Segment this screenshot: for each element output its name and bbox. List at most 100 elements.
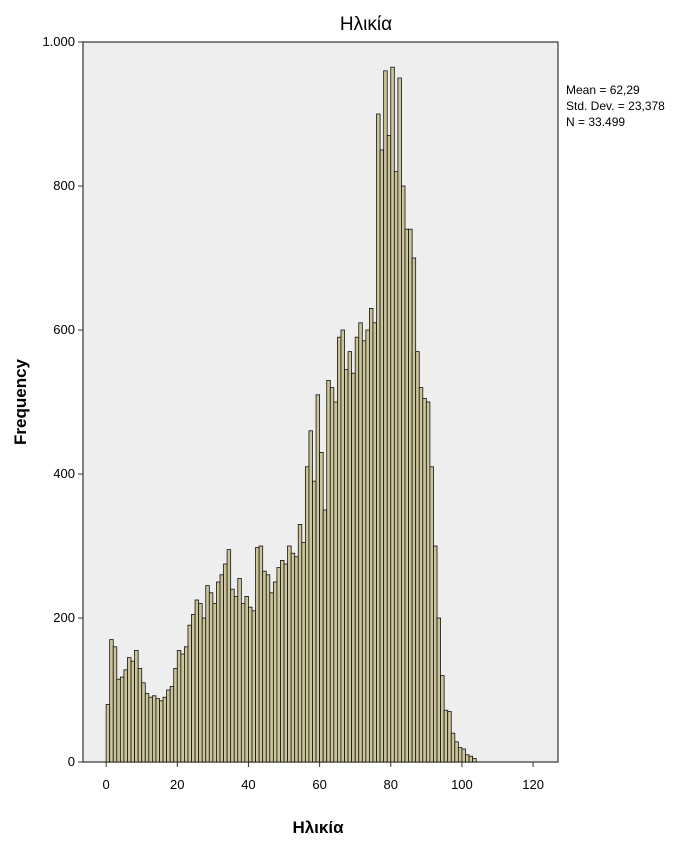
- histogram-bar: [198, 603, 203, 763]
- histogram-bar: [166, 689, 171, 763]
- histogram-bar: [379, 149, 385, 763]
- histogram-bar: [383, 70, 388, 763]
- histogram-bar: [127, 657, 132, 763]
- histogram-bar: [201, 617, 207, 763]
- histogram-bar: [422, 397, 427, 763]
- histogram-bar: [393, 171, 399, 763]
- histogram-bar: [105, 704, 111, 763]
- histogram-bar: [116, 678, 121, 763]
- x-tick-label: 0: [103, 777, 110, 792]
- histogram-bar: [240, 603, 246, 763]
- histogram-bar: [447, 711, 452, 763]
- histogram-bar: [258, 545, 264, 763]
- histogram-bar: [205, 585, 210, 763]
- histogram-bar: [351, 372, 356, 763]
- y-tick-label: 800: [53, 178, 75, 193]
- histogram-bar: [272, 581, 278, 763]
- histogram-bar: [191, 614, 196, 763]
- histogram-bar: [269, 592, 274, 763]
- histogram-bar: [212, 603, 217, 763]
- x-tick-label: 20: [170, 777, 184, 792]
- histogram-bar: [276, 567, 281, 763]
- x-tick-label: 40: [241, 777, 255, 792]
- y-axis-title: Frequency: [11, 358, 30, 445]
- histogram-bar: [233, 596, 239, 763]
- y-axis: 0 200 400 600 800 1.000: [42, 34, 83, 769]
- y-tick-label: 1.000: [42, 34, 75, 49]
- histogram-bar: [290, 552, 296, 763]
- histogram-bar: [223, 563, 228, 763]
- histogram-bar: [301, 542, 306, 763]
- x-tick-label: 60: [312, 777, 326, 792]
- histogram-bar: [226, 549, 232, 763]
- histogram-bar: [248, 606, 253, 763]
- histogram-bar: [155, 698, 160, 763]
- y-tick-label: 600: [53, 322, 75, 337]
- x-tick-label: 100: [451, 777, 473, 792]
- histogram-bar: [162, 696, 168, 763]
- histogram-bar: [361, 340, 367, 763]
- stat-mean: Mean = 62,29: [566, 83, 640, 97]
- histogram-bar: [134, 650, 139, 763]
- histogram-bar: [141, 682, 146, 763]
- histogram-bar: [148, 696, 153, 763]
- histogram-bar: [336, 336, 342, 763]
- histogram-bar: [397, 77, 402, 763]
- chart-title: Ηλικία: [340, 14, 392, 35]
- histogram-bar: [390, 66, 395, 763]
- histogram-bar: [144, 693, 150, 763]
- histogram-bar: [465, 754, 470, 763]
- histogram-bar: [280, 560, 285, 763]
- y-tick-label: 0: [68, 754, 75, 769]
- histogram-bar: [297, 524, 303, 763]
- histogram-bar: [251, 610, 256, 763]
- histogram-bar: [347, 351, 353, 763]
- histogram-bar: [308, 430, 313, 763]
- histogram-bar: [237, 578, 242, 763]
- histogram-bar: [369, 307, 374, 763]
- histogram-bar: [454, 741, 459, 763]
- histogram-bar: [472, 758, 477, 763]
- histogram-bar: [183, 646, 189, 763]
- histogram-bar: [344, 369, 349, 763]
- histogram-bar: [109, 639, 114, 763]
- x-axis-title: Ηλικία: [292, 818, 344, 837]
- histogram-bar: [151, 695, 157, 763]
- stat-std-dev: Std. Dev. = 23,378: [566, 99, 665, 113]
- histogram-bar: [123, 669, 128, 763]
- histogram-bar: [425, 401, 431, 763]
- histogram-bar: [436, 617, 441, 763]
- histogram-bar: [187, 624, 192, 763]
- histogram-bar: [294, 556, 299, 763]
- x-axis: 0 20 40 60 80 100 120: [103, 762, 544, 792]
- histogram-bar: [386, 135, 392, 763]
- histogram-bar: [219, 574, 224, 763]
- histogram-bar: [457, 747, 463, 763]
- histogram-bar: [429, 466, 434, 763]
- histogram-bar: [326, 379, 331, 763]
- histogram-bar: [287, 545, 292, 763]
- histogram-bar: [255, 547, 260, 763]
- histogram-bar: [244, 596, 249, 763]
- histogram-bar: [265, 574, 271, 763]
- histogram-bar: [208, 592, 214, 763]
- summary-stats: Mean = 62,29 Std. Dev. = 23,378 N = 33.4…: [566, 83, 665, 129]
- histogram-bar: [173, 668, 178, 763]
- y-tick-label: 400: [53, 466, 75, 481]
- histogram-bar: [376, 113, 381, 763]
- histogram-bar: [340, 329, 345, 763]
- histogram-bar: [411, 257, 417, 763]
- histogram-bar: [119, 676, 125, 763]
- histogram-bar: [354, 336, 360, 763]
- histogram-bar: [312, 480, 317, 763]
- histogram-bar: [461, 748, 466, 763]
- histogram-bar: [372, 322, 377, 763]
- x-tick-label: 120: [522, 777, 544, 792]
- histogram-bar: [304, 466, 310, 763]
- histogram-bar: [418, 387, 424, 763]
- x-tick-label: 80: [384, 777, 398, 792]
- histogram-bar: [230, 588, 235, 763]
- histogram-bar: [159, 700, 164, 763]
- histogram-bar: [216, 581, 221, 763]
